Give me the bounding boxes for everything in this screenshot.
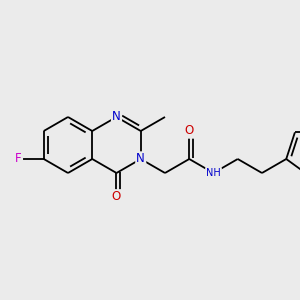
Text: N: N xyxy=(136,152,145,166)
Text: O: O xyxy=(112,190,121,203)
Text: F: F xyxy=(15,152,22,166)
Text: N: N xyxy=(112,110,121,124)
Text: O: O xyxy=(184,124,194,137)
Text: NH: NH xyxy=(206,168,221,178)
